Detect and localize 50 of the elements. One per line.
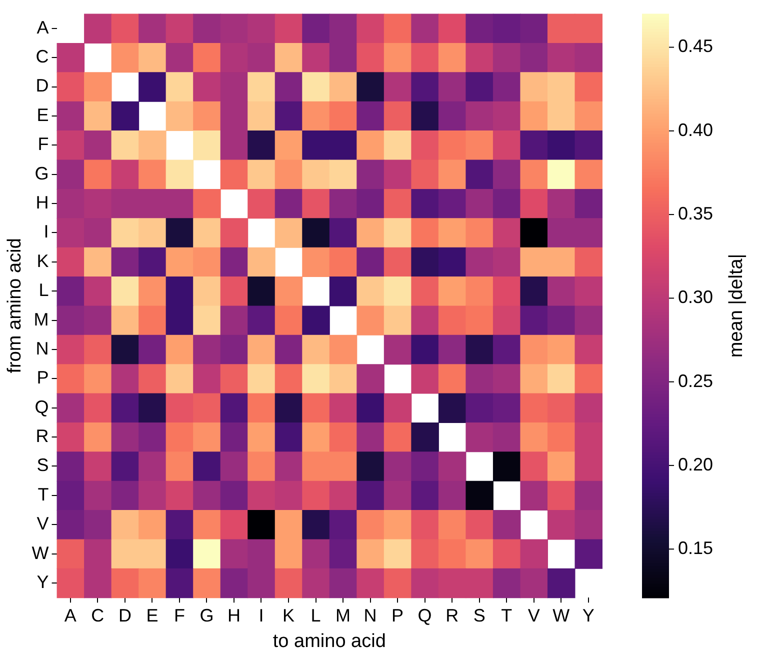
y-tick-label: N: [36, 338, 49, 358]
y-tick-label: C: [36, 46, 49, 67]
y-tick-label: F: [38, 134, 49, 154]
x-tick-label: E: [146, 605, 158, 626]
color-bar-label: 0.45: [678, 36, 714, 56]
y-tick-label: G: [34, 163, 49, 184]
y-tick-label: T: [38, 484, 49, 504]
y-tick-label: V: [36, 514, 49, 534]
y-tick-label: P: [36, 368, 49, 388]
y-tick-label: S: [36, 455, 49, 476]
color-bar-label: 0.25: [678, 370, 714, 391]
y-tick-label: D: [36, 76, 49, 96]
x-tick-label: V: [528, 605, 540, 626]
x-tick-label: C: [91, 605, 104, 626]
y-tick-label: I: [44, 222, 49, 242]
y-tick-label: Y: [36, 572, 49, 592]
color-bar-label: 0.15: [678, 538, 714, 558]
x-tick-label: F: [174, 605, 185, 626]
y-tick-label: Q: [34, 396, 49, 417]
y-tick-label: A: [36, 17, 49, 38]
x-tick-label: M: [336, 605, 351, 626]
x-tick-label: Q: [418, 605, 432, 626]
x-tick-label: T: [501, 605, 512, 626]
x-tick-label: K: [282, 605, 295, 626]
x-tick-label: L: [310, 605, 321, 626]
y-tick-label: R: [36, 426, 49, 446]
color-bar-label: 0.40: [678, 120, 714, 140]
y-tick-label: W: [32, 542, 49, 563]
x-axis-title: to amino acid: [272, 630, 386, 652]
color-bar-label: 0.30: [678, 287, 714, 308]
x-tick-label: D: [118, 605, 132, 626]
x-tick-label: Y: [582, 605, 594, 626]
x-tick-label: P: [392, 605, 404, 626]
y-tick-label: M: [34, 309, 49, 330]
x-tick-label: S: [473, 605, 486, 626]
x-tick-label: A: [64, 605, 76, 626]
y-axis-title: from amino acid: [4, 238, 26, 374]
x-tick-label: I: [258, 605, 264, 626]
x-tick-label: W: [552, 605, 570, 626]
x-tick-label: G: [200, 605, 214, 626]
color-bar-title: mean |delta|: [726, 254, 748, 358]
y-tick-label: E: [36, 104, 49, 125]
y-tick-label: H: [36, 192, 49, 213]
x-tick-label: H: [227, 605, 240, 626]
color-bar-label: 0.20: [678, 454, 714, 474]
x-tick-label: N: [364, 605, 377, 626]
color-bar-label: 0.35: [678, 204, 714, 224]
y-tick-label: L: [38, 280, 49, 300]
x-tick-label: R: [446, 605, 459, 626]
y-tick-label: K: [36, 250, 49, 271]
